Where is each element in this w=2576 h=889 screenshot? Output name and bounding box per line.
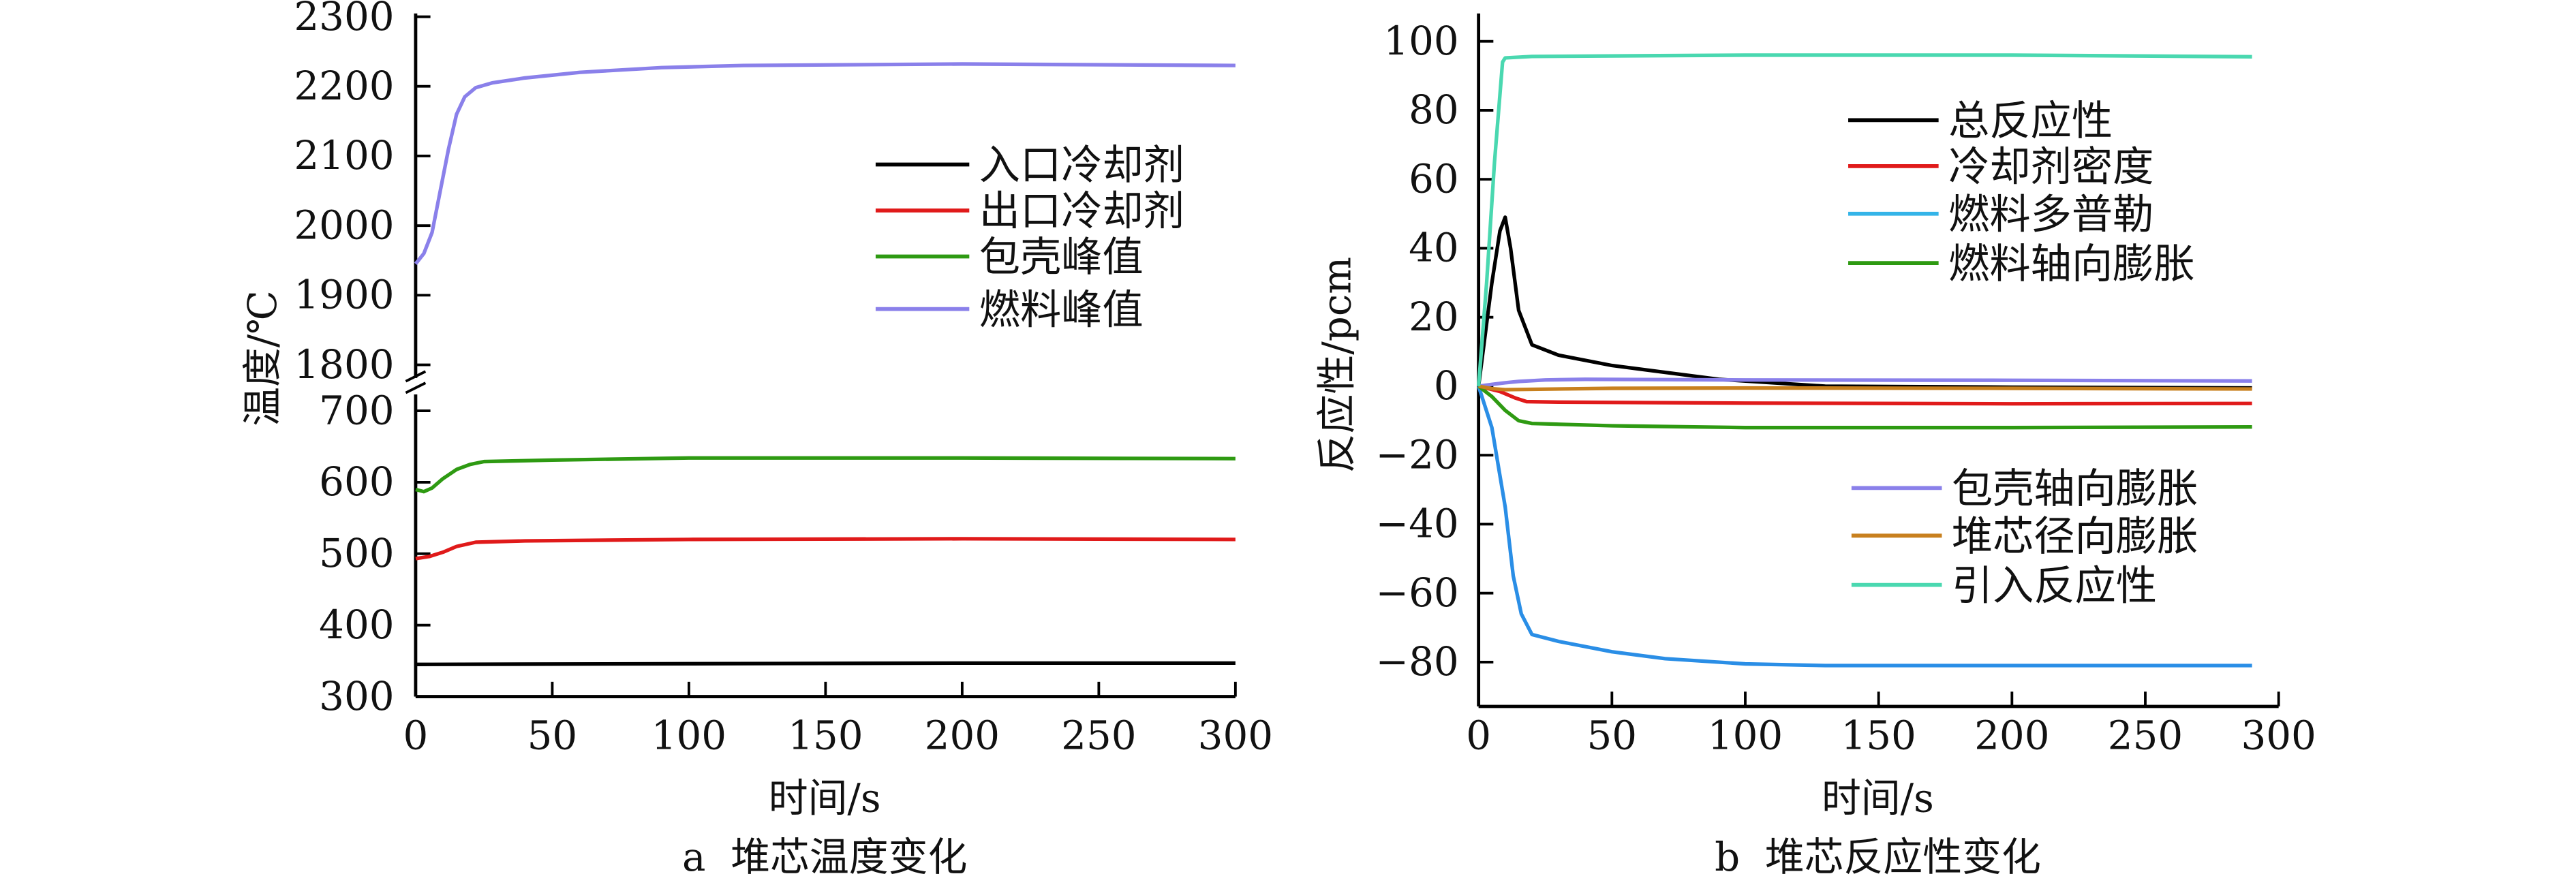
chart-b-series-line-4 (1478, 377, 2252, 388)
chart-a-y-tick-label: 2300 (294, 0, 394, 40)
chart-b-y-tick-label: 40 (1409, 225, 1459, 271)
chart-b-x-tick-label: 150 (1841, 713, 1916, 759)
chart-b-series-line-0 (1477, 215, 2252, 390)
chart-b-y-tick-label: −60 (1376, 570, 1459, 616)
axis-break-icon (405, 370, 427, 394)
chart-b-y-tick-label: −40 (1376, 501, 1459, 547)
chart-a-caption: a 堆芯温度变化 (682, 834, 967, 880)
legend-label: 包壳峰值 (979, 234, 1144, 281)
chart-b-x-tick-label: 250 (2108, 713, 2183, 759)
chart-a-x-tick-label: 200 (925, 713, 1000, 759)
chart-a-y-tick-label: 300 (319, 673, 394, 719)
chart-b-ylabel: 反应性/pcm (1314, 257, 1360, 473)
chart-b-series-line-6 (1476, 53, 2252, 387)
chart-a-x-tick-label: 250 (1061, 713, 1136, 759)
chart-b-y-tick-label: 100 (1383, 18, 1458, 64)
chart-b-y-tick-label: 20 (1409, 294, 1459, 340)
chart-b-series-line-2 (1477, 386, 2252, 668)
chart-a-y-tick-label: 2100 (294, 132, 394, 178)
chart-a-y-tick-label: 2200 (294, 63, 394, 109)
chart-a-y-tick-label: 600 (319, 458, 394, 505)
chart-b-x-tick-label: 100 (1708, 713, 1783, 759)
chart-a-ylabel: 温度/℃ (239, 290, 286, 426)
chart-a-x-tick-label: 0 (403, 713, 429, 759)
legend-label: 包壳轴向膨胀 (1952, 465, 2198, 513)
chart-a-temperature: 0 50 100 150 200 250 300 1800 1900 2000 2100 2200 23… (239, 0, 1273, 880)
chart-b-x-tick-label: 0 (1466, 713, 1491, 759)
chart-a-y-tick-label: 500 (319, 530, 394, 576)
legend-label: 燃料多普勒 (1948, 191, 2153, 238)
chart-b-y-tick-label: −20 (1376, 431, 1459, 478)
chart-b-reactivity: 0 50 100 150 200 250 300100806040200−20−40−60−… (1314, 13, 2316, 880)
chart-a-series-line-1 (415, 537, 1236, 561)
chart-b-series-line-5 (1478, 384, 2252, 392)
legend-label: 冷却剂密度 (1948, 144, 2153, 191)
chart-a-series-line-3 (414, 62, 1236, 265)
chart-b-xlabel: 时间/s (1822, 775, 1934, 821)
legend-label: 燃料峰值 (979, 286, 1144, 334)
chart-b-caption: b 堆芯反应性变化 (1715, 834, 2041, 880)
chart-a-series-line-2 (415, 456, 1236, 494)
chart-a-y-tick-label: 2000 (294, 202, 394, 248)
chart-b-x-tick-label: 200 (1974, 713, 2049, 759)
chart-b-series-line-1 (1478, 384, 2252, 406)
chart-b-y-tick-label: 60 (1409, 155, 1459, 202)
chart-b-x-tick-label: 50 (1587, 713, 1638, 759)
chart-b-x-tick-label: 300 (2241, 713, 2316, 759)
chart-a-x-tick-label: 150 (788, 713, 863, 759)
legend-label: 引入反应性 (1952, 562, 2157, 610)
chart-a-x-tick-label: 100 (651, 713, 726, 759)
chart-a-x-tick-label: 50 (527, 713, 578, 759)
chart-a-y-tick-label: 400 (319, 602, 394, 648)
legend-label: 出口冷却剂 (979, 188, 1184, 236)
chart-b-y-tick-label: −80 (1376, 638, 1459, 685)
legend-label: 堆芯径向膨胀 (1952, 513, 2198, 561)
chart-a-y-tick-label: 1800 (294, 341, 394, 388)
chart-b-y-tick-label: 80 (1409, 87, 1459, 133)
chart-a-y-tick-label: 1900 (294, 272, 394, 318)
legend-label: 燃料轴向膨胀 (1948, 240, 2195, 288)
chart-a-xlabel: 时间/s (769, 775, 881, 821)
legend-label: 入口冷却剂 (979, 142, 1184, 189)
chart-a-x-tick-label: 300 (1198, 713, 1273, 759)
legend-label: 总反应性 (1948, 97, 2113, 145)
chart-b-series-line-3 (1477, 384, 2252, 430)
chart-a-y-tick-label: 700 (319, 387, 394, 433)
chart-b-y-tick-label: 0 (1434, 362, 1459, 409)
chart-a-series-line-0 (415, 661, 1236, 666)
